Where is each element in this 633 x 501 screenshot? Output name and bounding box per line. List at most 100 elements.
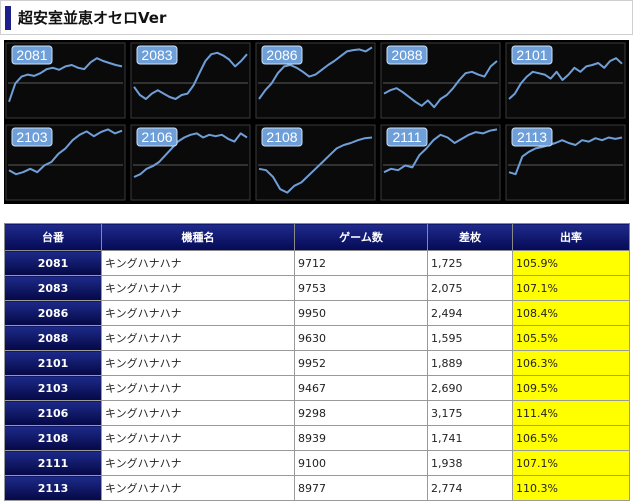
trend-thumbnail[interactable]: 2101 [505, 42, 626, 119]
coin-difference: 2,690 [427, 375, 513, 401]
table-row[interactable]: 2088 キングハナハナ 9630 1,595 105.5% [4, 325, 630, 351]
payout-rate: 105.9% [512, 250, 630, 276]
coin-difference: 1,595 [427, 325, 513, 351]
trend-line [508, 136, 623, 176]
results-table: 台番 機種名 ゲーム数 差枚 出率 2081 キングハナハナ 9712 1,725 10… [4, 223, 630, 501]
unit-badge-label: 2103 [16, 129, 47, 145]
unit-badge-label: 2083 [141, 47, 172, 63]
game-count: 8939 [294, 425, 428, 451]
payout-rate: 107.1% [512, 275, 630, 301]
unit-badge [511, 45, 553, 65]
game-count: 9298 [294, 400, 428, 426]
trend-thumbnails: 2081 2083 2086 2088 2101 2103 2106 2108 2111 2113 [5, 42, 626, 201]
trend-thumbnail[interactable]: 2083 [130, 42, 251, 119]
unit-number[interactable]: 2103 [4, 375, 102, 401]
coin-difference: 2,494 [427, 300, 513, 326]
trend-thumbnail[interactable]: 2103 [5, 124, 126, 201]
trend-line [258, 46, 373, 100]
trend-line [383, 128, 498, 174]
unit-number[interactable]: 2086 [4, 300, 102, 326]
payout-rate: 105.5% [512, 325, 630, 351]
table-row[interactable]: 2086 キングハナハナ 9950 2,494 108.4% [4, 300, 630, 326]
trend-thumbnail[interactable]: 2111 [380, 124, 501, 201]
table-row[interactable]: 2106 キングハナハナ 9298 3,175 111.4% [4, 400, 630, 426]
unit-number[interactable]: 2108 [4, 425, 102, 451]
table-header-row: 台番 機種名 ゲーム数 差枚 出率 [4, 223, 630, 251]
model-name: キングハナハナ [101, 350, 295, 376]
table-row[interactable]: 2101 キングハナハナ 9952 1,889 106.3% [4, 350, 630, 376]
unit-badge-label: 2088 [391, 47, 422, 63]
coin-difference: 1,938 [427, 450, 513, 476]
unit-badge [261, 127, 303, 147]
unit-number[interactable]: 2088 [4, 325, 102, 351]
trend-line [258, 136, 373, 194]
trend-line [8, 128, 123, 176]
payout-rate: 106.5% [512, 425, 630, 451]
model-name: キングハナハナ [101, 450, 295, 476]
trend-thumbnail[interactable]: 2113 [505, 124, 626, 201]
game-count: 9753 [294, 275, 428, 301]
table-row[interactable]: 2111 キングハナハナ 9100 1,938 107.1% [4, 450, 630, 476]
unit-number[interactable]: 2083 [4, 275, 102, 301]
trend-thumbnail[interactable]: 2081 [5, 42, 126, 119]
header-diff[interactable]: 差枚 [427, 223, 513, 251]
payout-rate: 107.1% [512, 450, 630, 476]
unit-badge-label: 2111 [392, 129, 421, 145]
unit-number[interactable]: 2111 [4, 450, 102, 476]
trend-thumbnail[interactable]: 2106 [130, 124, 251, 201]
model-name: キングハナハナ [101, 375, 295, 401]
header-accent-bar [5, 6, 11, 30]
game-count: 9712 [294, 250, 428, 276]
payout-rate: 108.4% [512, 300, 630, 326]
game-count: 9950 [294, 300, 428, 326]
page-title: 超安室並恵オセロVer [18, 9, 167, 27]
table-row[interactable]: 2103 キングハナハナ 9467 2,690 109.5% [4, 375, 630, 401]
table-row[interactable]: 2083 キングハナハナ 9753 2,075 107.1% [4, 275, 630, 301]
trend-thumbnail[interactable]: 2108 [255, 124, 376, 201]
header-rate[interactable]: 出率 [512, 223, 630, 251]
payout-rate: 111.4% [512, 400, 630, 426]
table-row[interactable]: 2108 キングハナハナ 8939 1,741 106.5% [4, 425, 630, 451]
trend-thumbnail[interactable]: 2086 [255, 42, 376, 119]
unit-badge-label: 2086 [266, 47, 297, 63]
unit-badge [136, 45, 178, 65]
model-name: キングハナハナ [101, 300, 295, 326]
unit-badge [11, 45, 53, 65]
coin-difference: 2,774 [427, 475, 513, 501]
trend-line [133, 132, 248, 178]
unit-number[interactable]: 2081 [4, 250, 102, 276]
coin-difference: 1,889 [427, 350, 513, 376]
table-row[interactable]: 2113 キングハナハナ 8977 2,774 110.3% [4, 475, 630, 501]
unit-number[interactable]: 2106 [4, 400, 102, 426]
trend-thumbnails-panel: 2081 2083 2086 2088 2101 2103 2106 2108 2111 2113 [4, 40, 629, 204]
unit-number[interactable]: 2101 [4, 350, 102, 376]
game-count: 9630 [294, 325, 428, 351]
header-unit[interactable]: 台番 [4, 223, 102, 251]
game-count: 9100 [294, 450, 428, 476]
header-games[interactable]: ゲーム数 [294, 223, 428, 251]
trend-line [383, 60, 498, 109]
thumbnail-frame [130, 42, 251, 119]
trend-line [8, 57, 123, 103]
unit-badge-label: 2081 [16, 47, 47, 63]
model-name: キングハナハナ [101, 325, 295, 351]
game-count: 9952 [294, 350, 428, 376]
unit-badge [11, 127, 53, 147]
unit-badge [261, 45, 303, 65]
unit-number[interactable]: 2113 [4, 475, 102, 501]
table-row[interactable]: 2081 キングハナハナ 9712 1,725 105.9% [4, 250, 630, 276]
game-count: 9467 [294, 375, 428, 401]
payout-rate: 109.5% [512, 375, 630, 401]
trend-thumbnail[interactable]: 2088 [380, 42, 501, 119]
trend-line [133, 51, 248, 100]
unit-badge-label: 2113 [517, 129, 547, 145]
coin-difference: 2,075 [427, 275, 513, 301]
unit-badge [386, 127, 428, 147]
payout-rate: 110.3% [512, 475, 630, 501]
unit-badge-label: 2101 [516, 47, 547, 63]
unit-badge [386, 45, 428, 65]
unit-badge [136, 127, 178, 147]
model-name: キングハナハナ [101, 275, 295, 301]
coin-difference: 1,725 [427, 250, 513, 276]
header-model[interactable]: 機種名 [101, 223, 295, 251]
